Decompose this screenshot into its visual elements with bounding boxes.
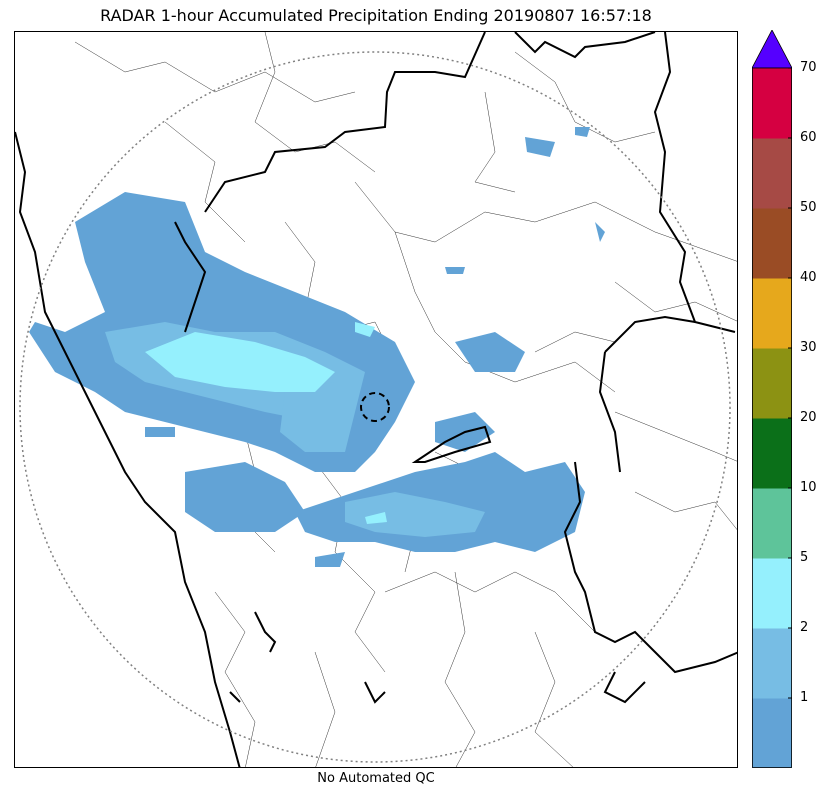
colorbar-bin (752, 278, 792, 349)
colorbar-tick-label: 1 (800, 690, 809, 705)
colorbar-tick-label: 70 (800, 60, 817, 75)
radar-map[interactable] (14, 31, 738, 768)
colorbar-bin (752, 138, 792, 209)
colorbar-bin (752, 208, 792, 279)
radar-map-canvas (15, 32, 737, 767)
colorbar-bin (752, 628, 792, 699)
colorbar-tick-label: 50 (800, 200, 817, 215)
colorbar-bin (752, 698, 792, 768)
state-boundaries (15, 32, 737, 767)
colorbar-bin (752, 68, 792, 139)
map-title: RADAR 1-hour Accumulated Precipitation E… (100, 6, 652, 25)
colorbar-tick-label: 60 (800, 130, 817, 145)
colorbar-bin (752, 488, 792, 559)
colorbar-bin (752, 348, 792, 419)
colorbar-tick-label: 30 (800, 340, 817, 355)
precipitation-colorbar (752, 30, 792, 768)
colorbar-bin (752, 558, 792, 629)
colorbar-tick-label: 2 (800, 620, 809, 635)
map-footer: No Automated QC (317, 771, 435, 786)
precipitation-heavy (145, 322, 387, 524)
colorbar-bin (752, 418, 792, 489)
colorbar-tick-label: 20 (800, 410, 817, 425)
radar-site-marker (360, 392, 390, 422)
range-ring (19, 51, 731, 763)
colorbar-extend-triangle (752, 30, 792, 69)
colorbar-tick-label: 10 (800, 480, 817, 495)
colorbar-tick-label: 40 (800, 270, 817, 285)
colorbar-tick-label: 5 (800, 550, 809, 565)
